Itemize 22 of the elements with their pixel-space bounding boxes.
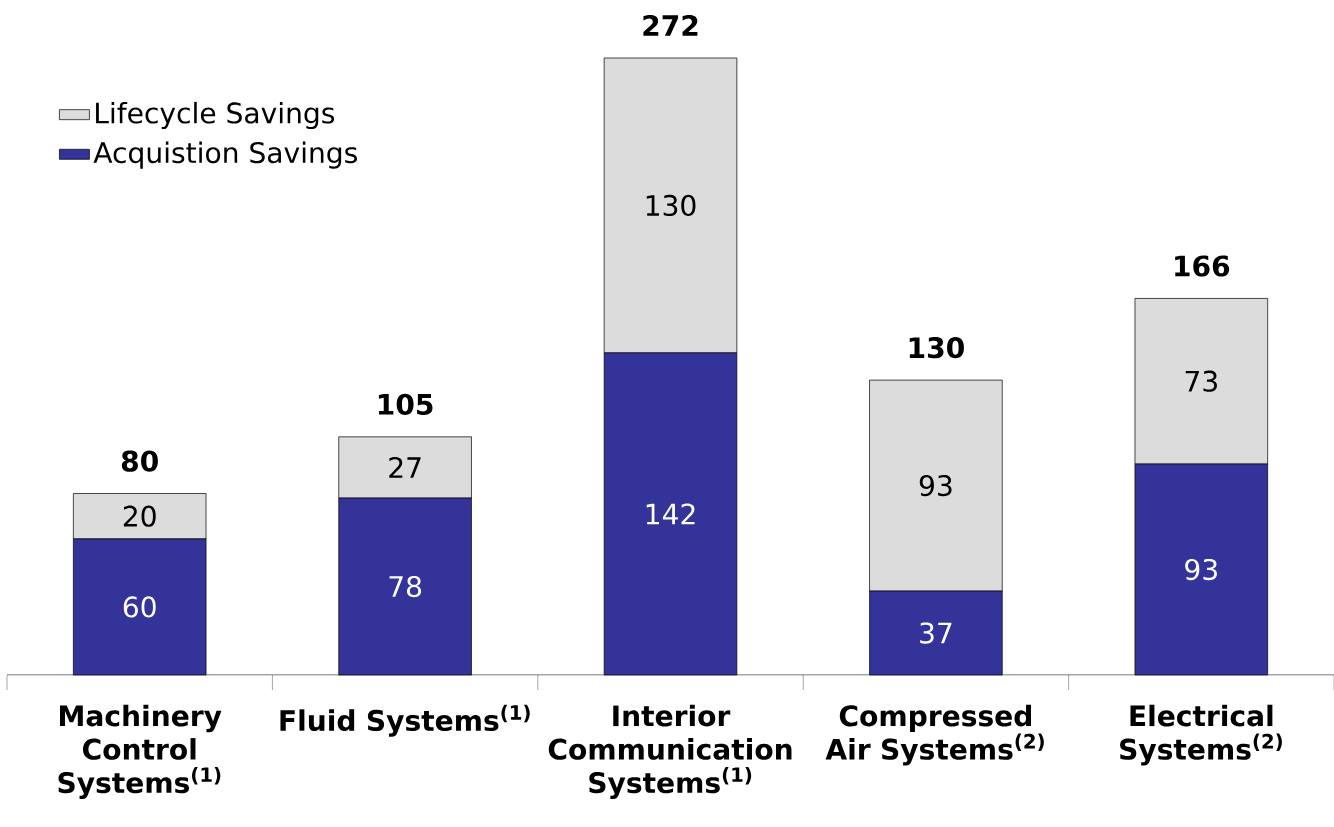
legend-label: Lifecycle Savings: [96, 101, 335, 130]
legend-label: Acquistion Savings: [93, 141, 357, 169]
data-label: 73: [1185, 370, 1217, 392]
data-label: 142: [646, 503, 695, 525]
data-label: 60: [123, 596, 156, 618]
total-label: 272: [643, 14, 698, 36]
total-label: 105: [378, 393, 433, 415]
data-label: 78: [389, 575, 422, 598]
data-label: 130: [646, 194, 696, 217]
x-tick-label: Interior Communication Systems$^{(1)}$: [548, 704, 792, 799]
data-label: 93: [919, 474, 952, 497]
total-label: 130: [909, 337, 964, 359]
x-tick-label: Compressed Air Systems$^{(2)}$: [825, 704, 1044, 766]
x-tick-label: Fluid Systems$^{(1)}$: [280, 704, 530, 737]
x-tick-label: Electrical Systems$^{(2)}$: [1120, 704, 1282, 766]
data-label: 20: [123, 505, 156, 527]
total-label: 166: [1175, 255, 1230, 277]
data-label: 37: [920, 622, 952, 644]
data-label: 27: [389, 457, 421, 478]
data-label: 93: [1185, 558, 1217, 581]
x-tick-label: Machinery Control Systems$^{(1)}$: [58, 704, 222, 799]
total-label: 80: [121, 450, 158, 472]
